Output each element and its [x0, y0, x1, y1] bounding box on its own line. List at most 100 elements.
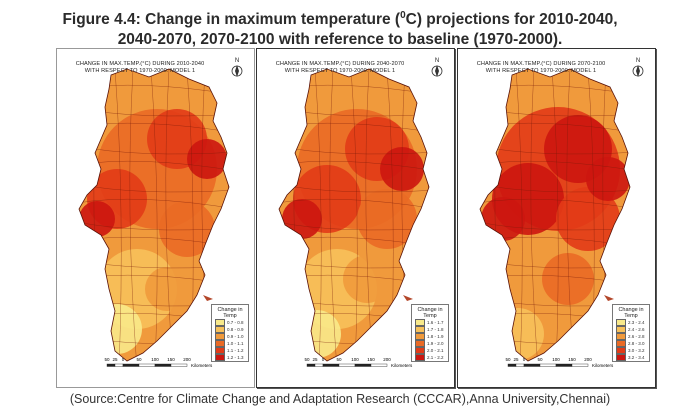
north-arrow-icon: N: [631, 58, 645, 83]
scale-label: 150: [367, 357, 375, 362]
legend-range: 2.3 - 2.4: [628, 320, 645, 325]
legend-title: Change in Temp: [417, 307, 443, 319]
scale-label: 50: [104, 357, 110, 362]
north-label: N: [635, 58, 641, 64]
legend-swatch: [415, 340, 425, 347]
legend-row: 2.3 - 2.4: [616, 319, 649, 326]
scale-label: 150: [167, 357, 175, 362]
legend-row: 1.1 - 1.2: [215, 347, 248, 354]
scale-segment: [170, 363, 188, 367]
legend-range: 2.8 - 3.0: [628, 341, 645, 346]
scale-unit: Kilometers: [391, 363, 413, 368]
panel-title: CHANGE IN MAX.TEMP.(°C) DURING 2040-2070…: [265, 61, 415, 75]
legend-title: Change in Temp: [217, 307, 243, 319]
scale-label: 25: [112, 357, 118, 362]
legend-row: 1.7 - 1.8: [415, 326, 448, 333]
heat-zone: [282, 199, 322, 239]
panel-title-line2: WITH RESPECT TO 1970-2000: MODEL 1: [84, 68, 196, 74]
map-panel-2070-2100: CHANGE IN MAX.TEMP.(°C) DURING 2070-2100…: [457, 48, 656, 388]
north-arrow-icon: N: [430, 58, 444, 83]
legend-row: 1.0 - 1.1: [215, 340, 248, 347]
heat-zone: [79, 201, 115, 237]
compass-rose-icon: [431, 65, 443, 77]
district-boundary: [551, 69, 559, 361]
scale-segment: [106, 363, 116, 367]
temperature-map: [78, 68, 230, 362]
legend-range: 3.2 - 3.4: [628, 355, 645, 360]
legend-range: 2.1 - 2.2: [427, 355, 444, 360]
legend-range: 2.4 - 2.6: [628, 327, 645, 332]
legend-row: 2.6 - 2.8: [616, 333, 649, 340]
legend-title: Change in Temp: [618, 307, 644, 319]
north-arrow-icon: N: [230, 58, 244, 83]
scale-unit: Kilometers: [191, 363, 213, 368]
panel-title: CHANGE IN MAX.TEMP.(°C) DURING 2070-2100…: [466, 61, 616, 75]
district-boundary: [329, 69, 338, 361]
island-marker: [203, 295, 213, 301]
legend-swatch: [415, 319, 425, 326]
legend-row: 0.9 - 1.0: [215, 333, 248, 340]
legend-swatch: [215, 354, 225, 361]
legend-row: 1.9 - 2.0: [415, 340, 448, 347]
scale-segment: [571, 363, 589, 367]
legend-row: 2.0 - 2.1: [415, 347, 448, 354]
panel-title-line2: WITH RESPECT TO 1970-2000: MODEL 1: [284, 68, 396, 74]
figure-title: Figure 4.4: Change in maximum temperatur…: [0, 6, 680, 50]
scale-label: 50: [505, 357, 511, 362]
state-outline: [278, 68, 430, 362]
legend-range: 1.9 - 2.0: [427, 341, 444, 346]
compass-rose-icon: [632, 65, 644, 77]
scale-label: 50: [537, 357, 543, 362]
district-boundary: [480, 198, 630, 210]
scale-segment: [555, 363, 573, 367]
scale-label: 200: [383, 357, 391, 362]
scale-segment: [539, 363, 557, 367]
legend-range: 2.6 - 2.8: [628, 334, 645, 339]
legend-row: 0.7 - 0.8: [215, 319, 248, 326]
scale-segment: [138, 363, 156, 367]
legend-swatch: [415, 326, 425, 333]
scale-label: 200: [183, 357, 191, 362]
legend-row: 1.8 - 1.9: [415, 333, 448, 340]
district-boundary: [129, 69, 138, 361]
north-label: N: [234, 58, 240, 64]
legend-row: 2.1 - 2.2: [415, 354, 448, 361]
scale-label: 100: [151, 357, 159, 362]
scale-unit: Kilometers: [592, 363, 614, 368]
heat-zone: [481, 197, 525, 241]
district-boundary: [530, 69, 539, 361]
island-marker: [403, 295, 413, 301]
legend-swatch: [415, 354, 425, 361]
legend-range: 1.2 - 1.3: [227, 355, 244, 360]
legend-swatch: [616, 333, 626, 340]
scale-label: 50: [336, 357, 342, 362]
legend-swatch: [616, 319, 626, 326]
legend-row: 1.6 - 1.7: [415, 319, 448, 326]
panel-title-line1: CHANGE IN MAX.TEMP.(°C) DURING 2010-2040: [75, 61, 205, 67]
scale-label: 50: [136, 357, 142, 362]
legend-swatch: [616, 326, 626, 333]
legend-row: 3.2 - 3.4: [616, 354, 649, 361]
scale-segment: [122, 363, 140, 367]
scale-label: 100: [552, 357, 560, 362]
title-line1-prefix: Figure 4.4: Change in maximum temperatur…: [62, 11, 401, 29]
heat-zone: [145, 267, 189, 311]
legend-range: 1.0 - 1.1: [227, 341, 244, 346]
island-marker: [604, 295, 614, 301]
district-boundary: [350, 69, 358, 361]
heat-zone: [343, 255, 391, 303]
scale-segment: [354, 363, 372, 367]
legend-range: 1.7 - 1.8: [427, 327, 444, 332]
scale-label: 25: [312, 357, 318, 362]
panel-title: CHANGE IN MAX.TEMP.(°C) DURING 2010-2040…: [65, 61, 215, 75]
scale-label: 0: [122, 357, 125, 362]
scale-segment: [306, 363, 316, 367]
scale-segment: [114, 363, 124, 367]
scale-label: 25: [513, 357, 519, 362]
legend-swatch: [215, 340, 225, 347]
source-caption: (Source:Centre for Climate Change and Ad…: [69, 392, 611, 406]
legend-swatch: [616, 347, 626, 354]
legend-swatch: [215, 319, 225, 326]
